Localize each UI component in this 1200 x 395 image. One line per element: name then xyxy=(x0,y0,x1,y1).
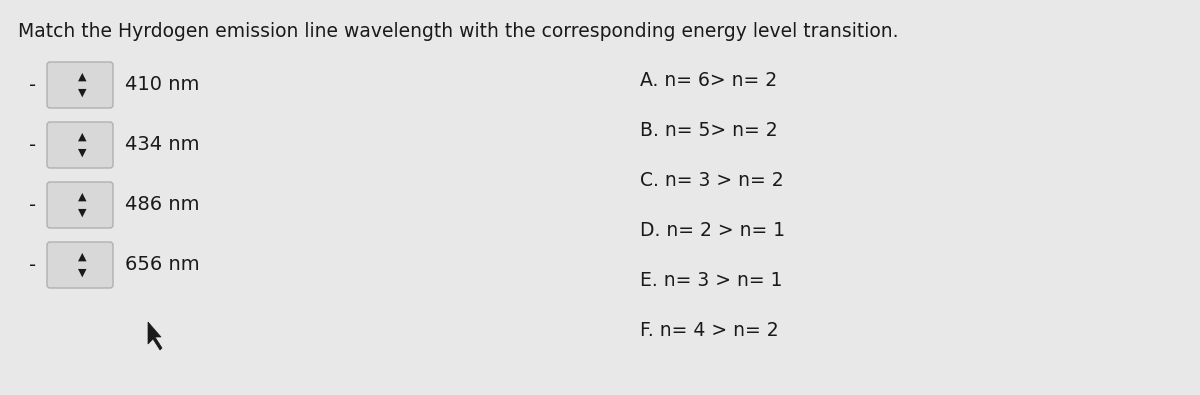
Text: 434 nm: 434 nm xyxy=(125,135,199,154)
Text: F. n= 4 > n= 2: F. n= 4 > n= 2 xyxy=(640,320,779,339)
FancyBboxPatch shape xyxy=(47,122,113,168)
Text: A. n= 6> n= 2: A. n= 6> n= 2 xyxy=(640,70,778,90)
Text: B. n= 5> n= 2: B. n= 5> n= 2 xyxy=(640,120,778,139)
Text: ▼: ▼ xyxy=(78,208,86,218)
Text: ▼: ▼ xyxy=(78,268,86,278)
Text: -: - xyxy=(30,196,36,214)
Polygon shape xyxy=(148,322,162,350)
Text: ▼: ▼ xyxy=(78,148,86,158)
Text: -: - xyxy=(30,75,36,94)
FancyBboxPatch shape xyxy=(47,62,113,108)
Text: ▲: ▲ xyxy=(78,252,86,262)
Text: C. n= 3 > n= 2: C. n= 3 > n= 2 xyxy=(640,171,784,190)
Text: Match the Hyrdogen emission line wavelength with the corresponding energy level : Match the Hyrdogen emission line wavelen… xyxy=(18,22,899,41)
Text: 410 nm: 410 nm xyxy=(125,75,199,94)
Text: ▲: ▲ xyxy=(78,132,86,142)
Text: ▲: ▲ xyxy=(78,72,86,82)
Text: -: - xyxy=(30,256,36,275)
Text: D. n= 2 > n= 1: D. n= 2 > n= 1 xyxy=(640,220,785,239)
Text: E. n= 3 > n= 1: E. n= 3 > n= 1 xyxy=(640,271,782,290)
FancyBboxPatch shape xyxy=(47,242,113,288)
Text: -: - xyxy=(30,135,36,154)
Text: 656 nm: 656 nm xyxy=(125,256,199,275)
Text: 486 nm: 486 nm xyxy=(125,196,199,214)
Text: ▼: ▼ xyxy=(78,88,86,98)
Text: ▲: ▲ xyxy=(78,192,86,202)
FancyBboxPatch shape xyxy=(47,182,113,228)
